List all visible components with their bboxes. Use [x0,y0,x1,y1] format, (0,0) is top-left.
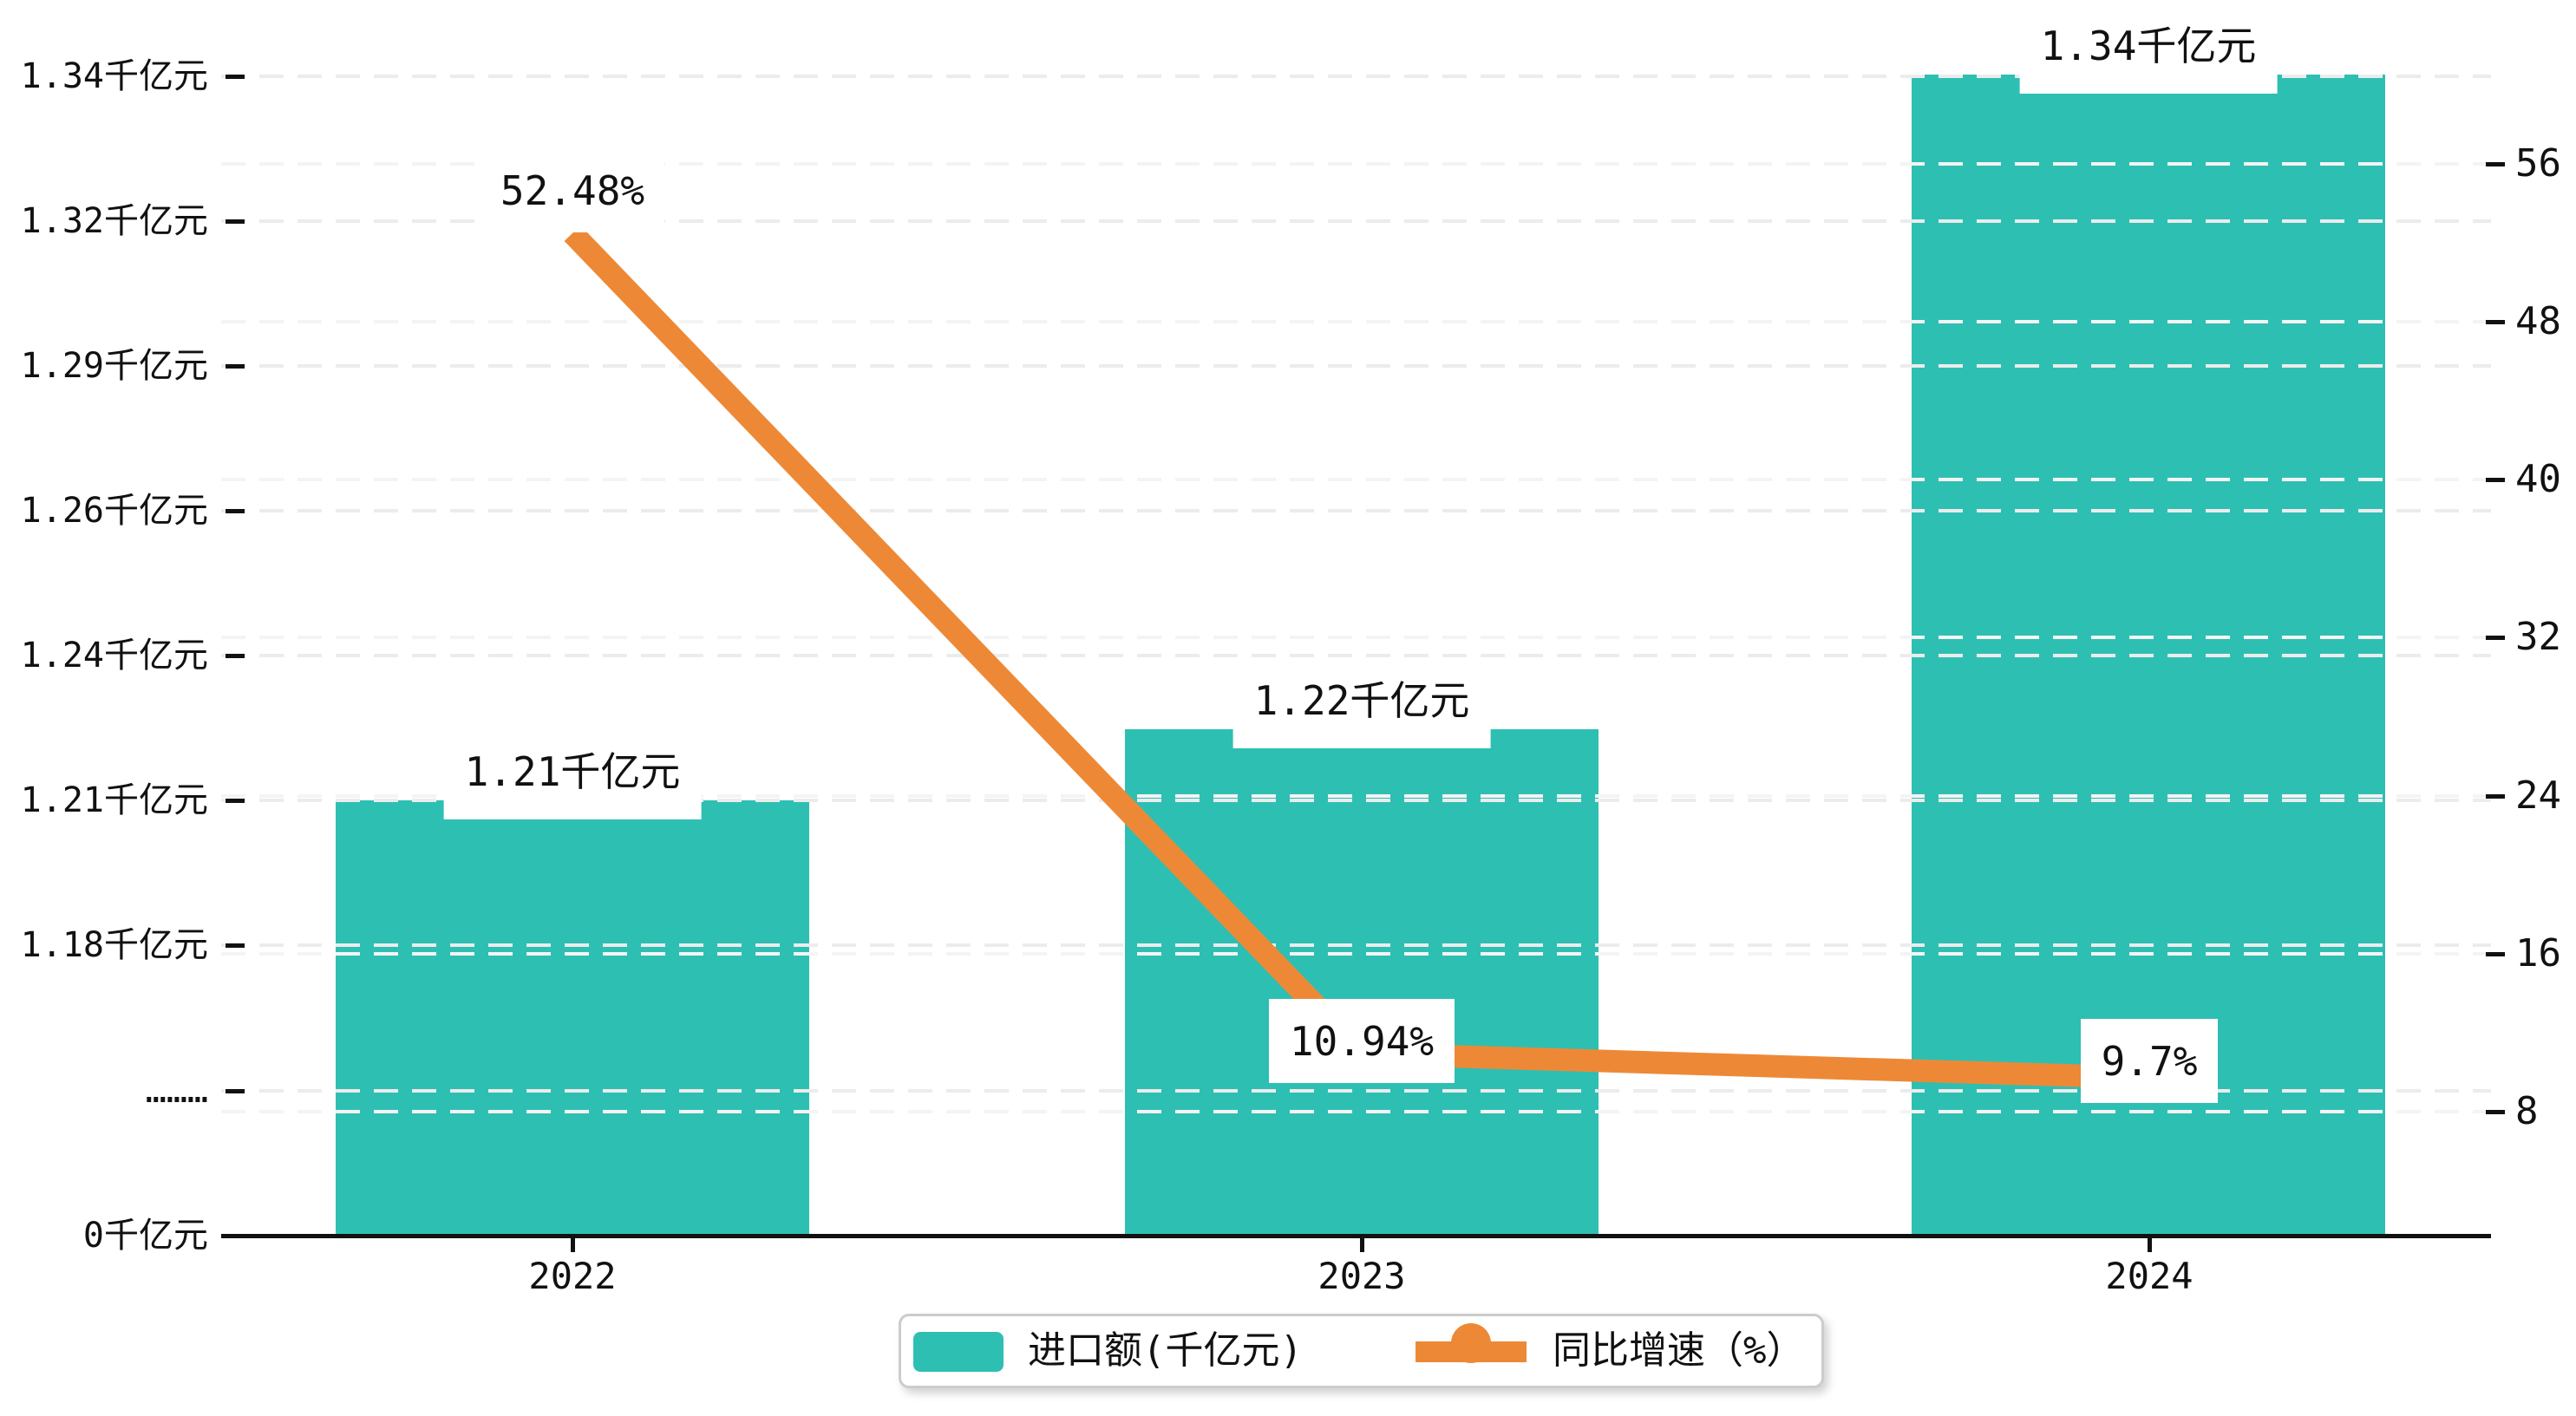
right-axis-label: 16 [2515,931,2561,976]
x-axis-label-2022: 2022 [528,1255,617,1297]
x-axis-tick [2148,1238,2152,1252]
gridline-left-axis [221,364,2491,368]
x-axis-line [221,1234,2491,1238]
left-axis-label: 1.18千亿元 [20,925,208,965]
legend-line-dot-icon[interactable] [1451,1323,1491,1363]
left-axis-label: 1.24千亿元 [20,636,208,675]
right-axis-label: 40 [2515,457,2561,501]
left-axis-tick [226,219,245,224]
left-axis-label: 0千亿元 [82,1216,208,1256]
left-axis-tick [226,654,245,658]
line-value-label: 52.48% [481,148,664,232]
left-axis-label: 1.26千亿元 [20,491,208,531]
bar-value-label: 1.22千亿元 [1232,672,1491,748]
gridline-left-axis [221,943,2491,947]
right-axis-tick [2486,162,2505,166]
legend-item-import-value[interactable]: 进口额(千亿元) [1028,1328,1303,1373]
right-axis-tick [2486,794,2505,799]
gridline-right-axis [221,952,2491,956]
left-axis-tick [226,943,245,948]
bar-value-label: 1.34千亿元 [2019,17,2278,94]
right-axis-tick [2486,636,2505,640]
gridline-right-axis [221,636,2491,639]
gridline-right-axis [221,478,2491,481]
bar-2023[interactable] [1125,729,1599,1234]
right-axis-tick [2486,1110,2505,1114]
growth-line [564,225,2150,1089]
gridline-right-axis [221,320,2491,323]
line-value-label: 9.7% [2081,1019,2218,1103]
gridline-left-axis [221,509,2491,512]
gridline-right-axis [221,1110,2491,1113]
x-axis-label-2023: 2023 [1317,1255,1406,1297]
right-axis-tick [2486,952,2505,956]
gridline-left-axis [221,75,2491,78]
bar-2022[interactable] [336,800,809,1234]
right-axis-label: 56 [2515,141,2561,186]
right-axis-label: 8 [2515,1089,2539,1133]
left-axis-tick [226,75,245,79]
gridline-left-axis [221,799,2491,802]
right-axis-label: 48 [2515,299,2561,343]
gridline-right-axis [221,794,2491,798]
legend-item-growth-rate[interactable]: 同比增速（%） [1553,1328,1805,1373]
left-axis-tick [226,1089,245,1093]
left-axis-label: 1.29千亿元 [20,346,208,386]
left-axis-tick [226,799,245,803]
left-axis-label: ……… [145,1071,208,1111]
left-axis-label: 1.34千亿元 [20,56,208,96]
left-axis-tick [226,364,245,369]
left-axis-label: 1.32千亿元 [20,201,208,241]
x-axis-label-2024: 2024 [2105,1255,2194,1297]
line-value-label: 10.94% [1269,999,1455,1083]
gridline-left-axis [221,654,2491,657]
bar-value-label: 1.21千亿元 [443,743,702,819]
right-axis-tick [2486,478,2505,482]
right-axis-label: 24 [2515,773,2561,818]
x-axis-tick [571,1238,575,1252]
right-axis-label: 32 [2515,615,2561,659]
x-axis-tick [1360,1238,1364,1252]
legend-bar-swatch-icon[interactable] [913,1332,1004,1372]
legend: 进口额(千亿元) 同比增速（%） [899,1314,1824,1388]
gridline-right-axis [221,162,2491,166]
right-axis-tick [2486,320,2505,324]
left-axis-label: 1.21千亿元 [20,780,208,820]
left-axis-tick [226,509,245,513]
gridline-left-axis [221,219,2491,223]
gridline-left-axis [221,1089,2491,1093]
